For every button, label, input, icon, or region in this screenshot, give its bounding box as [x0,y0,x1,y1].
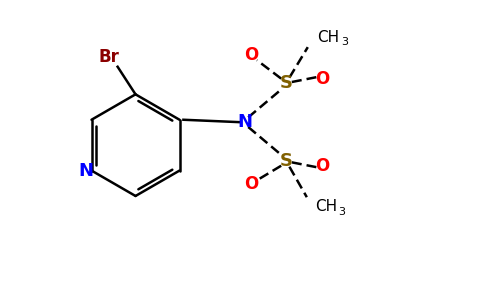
Text: N: N [237,113,252,131]
Text: S: S [280,74,292,92]
Text: 3: 3 [338,207,345,217]
Text: CH: CH [315,200,337,214]
Text: O: O [315,157,330,175]
Text: O: O [315,70,330,88]
Text: CH: CH [318,30,340,45]
Text: S: S [280,152,292,170]
Text: Br: Br [98,48,120,66]
Text: O: O [244,46,258,64]
Text: O: O [244,175,258,193]
Text: N: N [78,162,93,180]
Text: 3: 3 [341,37,348,47]
